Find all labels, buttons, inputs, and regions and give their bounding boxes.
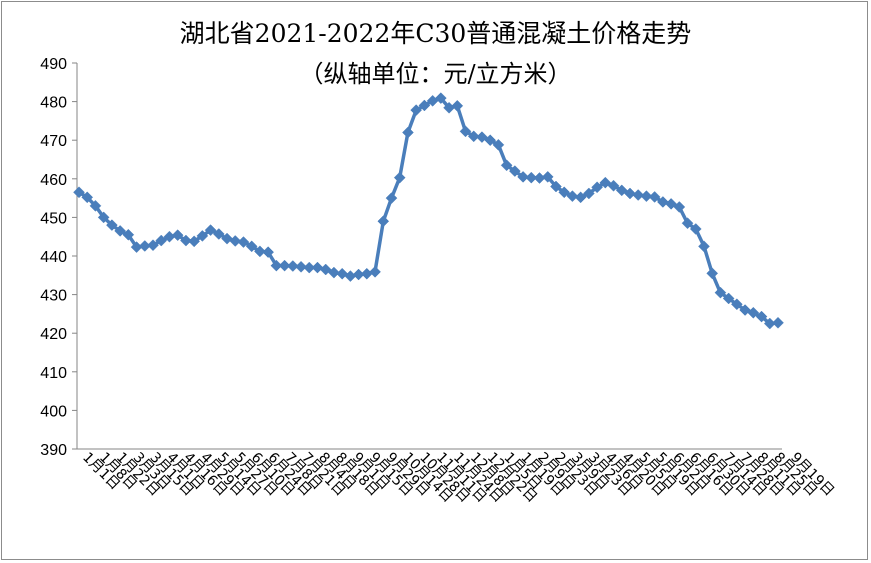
- y-tick-label: 390: [40, 442, 67, 459]
- data-point: [673, 201, 686, 213]
- data-point: [97, 211, 110, 224]
- data-point: [681, 217, 694, 230]
- data-point: [221, 232, 233, 245]
- data-point: [558, 186, 571, 199]
- data-point: [360, 267, 373, 280]
- data-point: [500, 159, 513, 172]
- data-point: [566, 190, 579, 203]
- data-point: [624, 187, 636, 200]
- data-point: [508, 165, 521, 177]
- y-axis-ticks: 390 400 410 420 430 440 450 460 470 480 490: [40, 56, 77, 459]
- data-point: [180, 234, 192, 247]
- data-point: [731, 298, 743, 311]
- data-point: [451, 99, 464, 112]
- data-point: [484, 134, 497, 147]
- data-point: [254, 245, 266, 258]
- data-point: [410, 104, 423, 116]
- data-point: [122, 228, 135, 241]
- y-tick-label: 410: [40, 365, 67, 382]
- data-point: [418, 99, 431, 112]
- data-point: [336, 267, 349, 280]
- data-point: [245, 240, 258, 253]
- y-tick-label: 430: [40, 288, 67, 305]
- y-tick-label: 460: [40, 172, 67, 189]
- data-point: [706, 267, 719, 280]
- data-point: [270, 259, 283, 272]
- data-point: [689, 223, 702, 235]
- data-point: [237, 236, 250, 248]
- data-point: [640, 190, 653, 203]
- data-point: [328, 266, 340, 279]
- x-axis-ticks: 1月1日1月8日1月22日3月3日3月15日4月1日4月16日4月29日5月14…: [79, 450, 837, 506]
- data-point: [286, 260, 299, 272]
- data-point: [212, 228, 225, 240]
- data-point: [550, 180, 562, 193]
- data-point: [574, 191, 587, 204]
- data-point: [434, 92, 447, 104]
- data-point: [525, 171, 538, 184]
- data-point: [295, 260, 307, 273]
- y-tick-label: 490: [40, 56, 67, 73]
- data-point: [607, 179, 620, 192]
- data-point: [698, 240, 710, 253]
- data-point: [303, 261, 316, 274]
- data-point: [171, 229, 184, 242]
- data-point: [747, 306, 760, 319]
- data-point: [229, 235, 242, 247]
- y-tick-label: 450: [40, 210, 67, 227]
- data-point: [393, 171, 406, 184]
- data-point: [657, 196, 669, 208]
- data-point: [278, 259, 291, 272]
- data-point: [632, 189, 645, 201]
- data-point: [311, 261, 324, 274]
- data-point: [402, 126, 414, 139]
- data-point: [648, 191, 661, 203]
- data-point: [204, 224, 217, 236]
- y-tick-label: 470: [40, 133, 67, 150]
- data-point: [459, 125, 472, 138]
- axes: [76, 63, 782, 450]
- chart-subtitle: （纵轴单位：元/立方米）: [299, 60, 572, 88]
- data-point: [591, 181, 603, 194]
- data-point: [114, 225, 126, 237]
- data-point: [517, 171, 529, 183]
- y-tick-label: 480: [40, 95, 67, 112]
- y-tick-label: 400: [40, 403, 67, 420]
- data-point: [369, 265, 381, 278]
- series-line: [78, 96, 779, 326]
- data-point: [583, 187, 595, 200]
- data-point: [467, 130, 480, 143]
- data-point: [106, 219, 118, 231]
- data-point: [344, 270, 357, 282]
- data-point: [147, 239, 159, 252]
- data-point: [188, 235, 200, 248]
- data-point: [772, 316, 784, 329]
- data-point: [73, 186, 85, 199]
- data-point: [755, 310, 768, 323]
- data-point: [385, 192, 398, 204]
- data-point: [722, 292, 735, 305]
- data-point: [196, 230, 209, 242]
- data-point: [541, 171, 554, 183]
- data-point: [155, 234, 168, 247]
- y-tick-label: 440: [40, 249, 67, 266]
- data-point: [492, 138, 505, 151]
- y-tick-label: 420: [40, 326, 67, 343]
- data-point: [714, 286, 727, 299]
- series: [73, 92, 784, 330]
- data-point: [81, 191, 94, 204]
- chart-title: 湖北省2021-2022年C30普通混凝土价格走势: [179, 19, 692, 48]
- data-point: [89, 199, 102, 212]
- data-point: [262, 246, 274, 258]
- data-point: [377, 215, 390, 228]
